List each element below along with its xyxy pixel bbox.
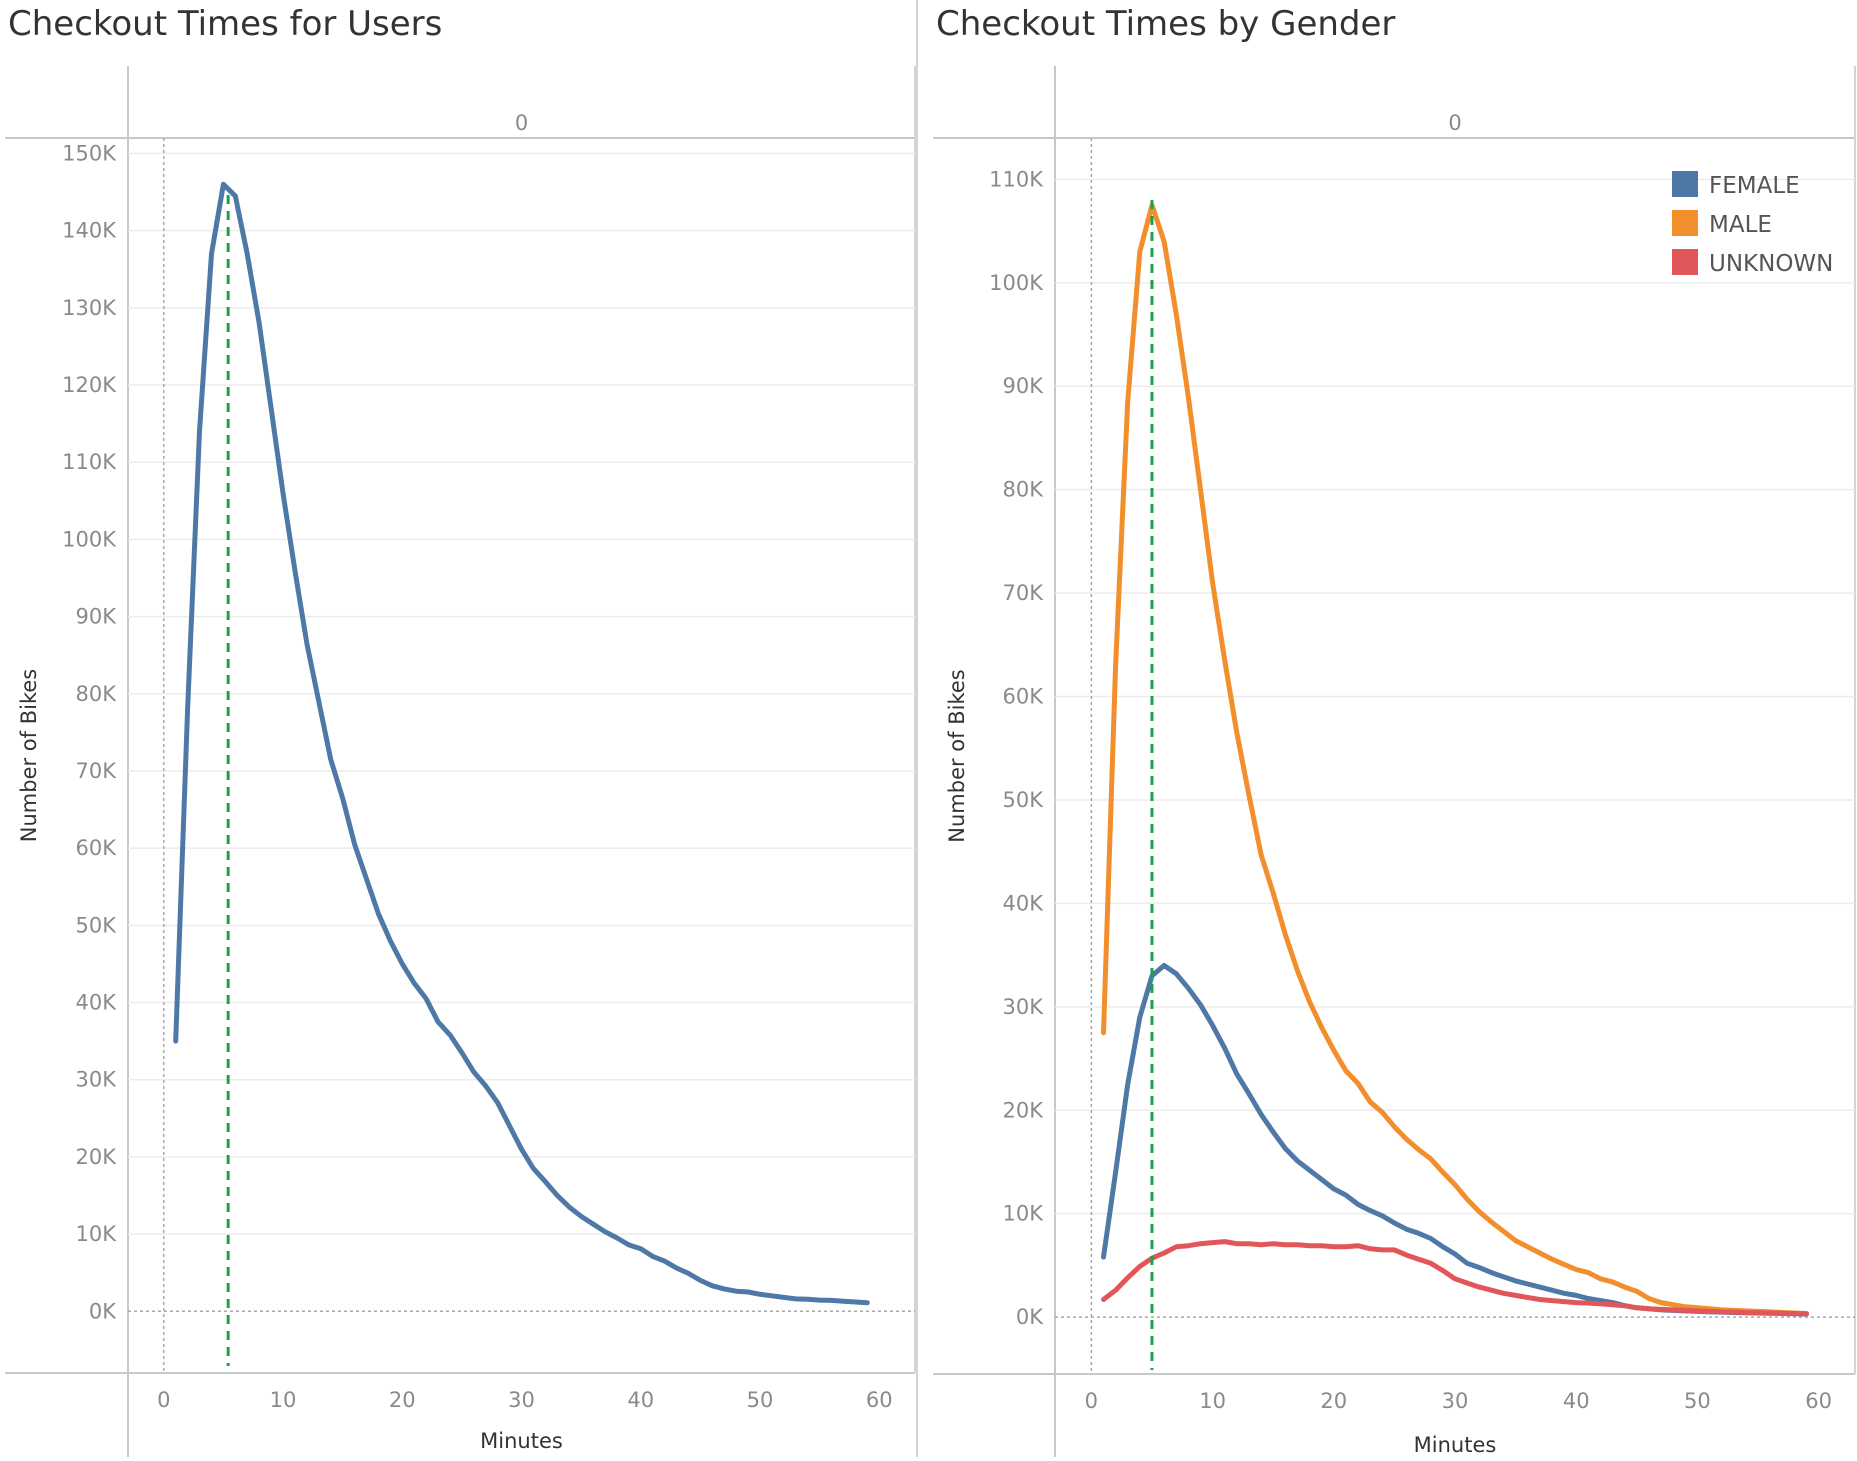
chart-users: 0 0K 10K 20K 30K 40K 50K 60K 70K 80K 90K 100K 110K 12… bbox=[5, 66, 916, 1457]
chart1-y-tick-label-4: 40K bbox=[1003, 891, 1045, 915]
chart0-x-tick-label-5: 50 bbox=[747, 1388, 774, 1412]
chart1-x-tick-label-3: 30 bbox=[1442, 1389, 1469, 1413]
chart1-legend-swatch-unknown bbox=[1672, 249, 1698, 275]
chart0-y-tick-label-10: 100K bbox=[62, 527, 117, 551]
chart1-x-tick-label-5: 50 bbox=[1684, 1389, 1711, 1413]
chart1-y-tick-label-1: 10K bbox=[1003, 1202, 1045, 1226]
chart0-column-header: 0 bbox=[515, 111, 528, 135]
chart0-x-tick-label-4: 40 bbox=[627, 1388, 654, 1412]
chart1-x-tick-label-4: 40 bbox=[1563, 1389, 1590, 1413]
chart1-legend-label-unknown: UNKNOWN bbox=[1709, 251, 1833, 277]
chart1-y-tick-label-6: 60K bbox=[1003, 685, 1045, 709]
chart1-x-tick-label-1: 10 bbox=[1199, 1389, 1226, 1413]
chart1-y-tick-label-5: 50K bbox=[1003, 788, 1045, 812]
chart-title-users: Checkout Times for Users bbox=[8, 4, 443, 44]
chart0-x-tick-label-3: 30 bbox=[508, 1388, 535, 1412]
chart1-y-tick-label-11: 110K bbox=[989, 167, 1044, 191]
chart0-y-tick-label-6: 60K bbox=[76, 836, 118, 860]
chart-gender: 0 0K 10K 20K 30K 40K 50K 60K 70K 80K 90K 100K 110K 0 1… bbox=[933, 66, 1856, 1457]
chart1-x-tick-label-2: 20 bbox=[1320, 1389, 1347, 1413]
chart1-y-tick-label-9: 90K bbox=[1003, 374, 1045, 398]
chart0-y-tick-label-5: 50K bbox=[76, 913, 118, 937]
chart1-y-axis-title: Number of Bikes bbox=[945, 669, 969, 842]
chart0-x-tick-label-0: 0 bbox=[157, 1388, 170, 1412]
chart1-series-line-female bbox=[1101, 962, 1809, 1317]
chart0-y-tick-label-13: 130K bbox=[62, 296, 117, 320]
chart1-legend-swatch-male bbox=[1672, 210, 1698, 236]
chart0-y-tick-label-12: 120K bbox=[62, 373, 117, 397]
chart1-y-tick-label-2: 20K bbox=[1003, 1098, 1045, 1122]
chart0-x-axis-title: Minutes bbox=[480, 1429, 563, 1453]
chart1-legend-label-male: MALE bbox=[1709, 212, 1772, 238]
chart0-y-axis-title: Number of Bikes bbox=[17, 669, 41, 842]
chart0-y-tick-label-7: 70K bbox=[76, 759, 118, 783]
chart0-series-line-0 bbox=[173, 181, 870, 1306]
chart0-y-tick-label-11: 110K bbox=[62, 450, 117, 474]
chart0-y-tick-label-8: 80K bbox=[76, 682, 118, 706]
chart0-y-tick-label-9: 90K bbox=[76, 605, 118, 629]
chart-title-gender: Checkout Times by Gender bbox=[936, 4, 1396, 44]
chart1-y-tick-label-10: 100K bbox=[989, 271, 1044, 295]
chart0-y-tick-label-3: 30K bbox=[76, 1068, 118, 1092]
chart0-x-tick-label-1: 10 bbox=[270, 1388, 297, 1412]
chart1-legend-swatch-female bbox=[1672, 171, 1698, 197]
chart1-column-header: 0 bbox=[1448, 111, 1461, 135]
chart0-y-tick-label-14: 140K bbox=[62, 219, 117, 243]
chart0-y-tick-label-1: 10K bbox=[76, 1222, 118, 1246]
panel-divider bbox=[916, 0, 918, 1457]
chart0-y-tick-label-15: 150K bbox=[62, 141, 117, 165]
chart0-x-tick-label-6: 60 bbox=[866, 1388, 893, 1412]
panel-checkout-times-gender: Checkout Times by Gender 0 0K 10K 20K 30K 40K… bbox=[928, 0, 1857, 1457]
chart1-y-tick-label-8: 80K bbox=[1003, 478, 1045, 502]
panel-checkout-times-users: Checkout Times for Users 0 0K 10K 20K 30K 40K… bbox=[0, 0, 916, 1457]
chart0-y-tick-label-4: 40K bbox=[76, 991, 118, 1015]
chart1-y-tick-label-3: 30K bbox=[1003, 995, 1045, 1019]
chart0-x-tick-label-2: 20 bbox=[389, 1388, 416, 1412]
chart1-x-tick-label-0: 0 bbox=[1085, 1389, 1098, 1413]
chart1-x-tick-label-6: 60 bbox=[1805, 1389, 1832, 1413]
chart1-series-line-male bbox=[1101, 202, 1809, 1316]
chart0-y-tick-label-0: 0K bbox=[89, 1299, 117, 1323]
chart1-x-axis-title: Minutes bbox=[1414, 1433, 1497, 1457]
chart1-series-line-unknown bbox=[1101, 1239, 1809, 1317]
chart0-y-tick-label-2: 20K bbox=[76, 1145, 118, 1169]
chart1-y-tick-label-0: 0K bbox=[1016, 1305, 1044, 1329]
chart1-y-tick-label-7: 70K bbox=[1003, 581, 1045, 605]
chart1-legend-label-female: FEMALE bbox=[1709, 173, 1800, 199]
